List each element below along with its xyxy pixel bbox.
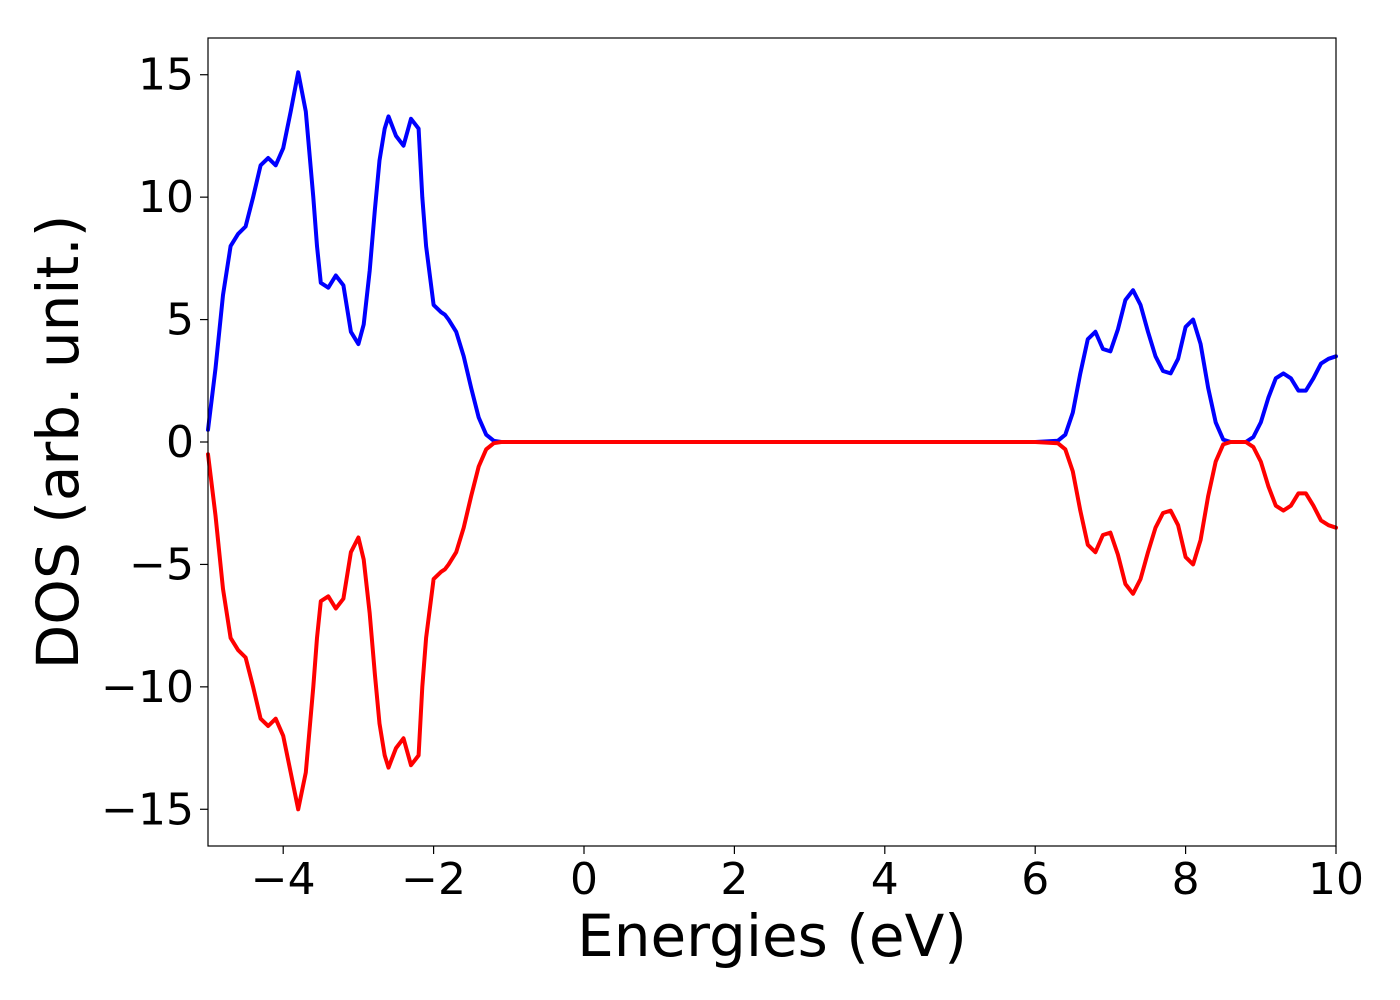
y-tick-label: −15 xyxy=(101,784,194,835)
x-axis-label: Energies (eV) xyxy=(577,902,967,970)
y-tick-label: 10 xyxy=(138,172,194,223)
x-tick-label: 2 xyxy=(720,854,748,905)
y-tick-label: 5 xyxy=(166,295,194,346)
x-tick-label: −4 xyxy=(251,854,316,905)
series-line-negative xyxy=(206,440,1338,812)
y-tick-label: −10 xyxy=(101,662,194,713)
x-axis: −4 −2 0 2 4 6 8 10 xyxy=(251,846,1364,905)
x-tick-label: −2 xyxy=(401,854,466,905)
y-tick-label: 15 xyxy=(138,50,194,101)
y-tick-label: 0 xyxy=(166,417,194,468)
x-tick-label: 8 xyxy=(1172,854,1200,905)
x-tick-label: 4 xyxy=(871,854,899,905)
series-layer xyxy=(206,70,1338,812)
y-tick-label: −5 xyxy=(129,539,194,590)
x-tick-label: 10 xyxy=(1308,854,1364,905)
x-tick-label: 6 xyxy=(1021,854,1049,905)
y-axis-label: DOS (arb. unit.) xyxy=(24,215,92,670)
x-tick-label: 0 xyxy=(570,854,598,905)
y-axis: −15 −10 −5 0 5 10 15 xyxy=(101,50,208,835)
